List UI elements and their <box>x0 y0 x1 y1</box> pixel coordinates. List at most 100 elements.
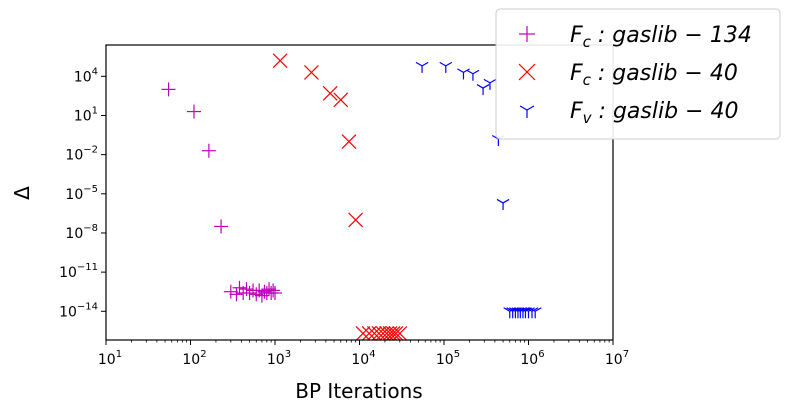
magenta-plus-point <box>161 82 176 97</box>
y-tick-label-base: 10 <box>59 304 77 320</box>
marker-stroke <box>341 134 357 150</box>
marker-stroke <box>472 69 480 75</box>
marker-stroke <box>482 84 490 89</box>
y-tick-label-exp: 4 <box>92 66 98 77</box>
legend-label: Fv : gaslib − 40 <box>570 99 738 127</box>
marker-stroke <box>476 84 484 89</box>
marker-stroke <box>445 61 453 67</box>
x-axis: 101 102 103 104 105 106 107 <box>98 340 629 368</box>
marker-stroke <box>519 307 526 312</box>
marker-stroke <box>502 198 510 204</box>
marker-stroke <box>304 64 319 80</box>
marker-stroke <box>388 326 404 341</box>
red-x-point <box>392 326 408 341</box>
marker-stroke <box>463 68 470 73</box>
blue-tri-point <box>439 61 453 73</box>
marker-stroke <box>466 69 474 75</box>
marker-stroke <box>519 105 528 111</box>
magenta-plus-point <box>239 282 254 297</box>
plot-marks <box>161 53 542 341</box>
x-tick-label-exp: 2 <box>200 349 206 360</box>
y-tick-label-exp: −5 <box>83 184 98 195</box>
y-tick-label-base: 10 <box>59 265 77 281</box>
legend-marker <box>519 105 535 118</box>
legend-label-main: F <box>570 99 583 124</box>
marker-stroke <box>528 307 536 312</box>
y-tick-label: 104 <box>74 66 98 85</box>
blue-tri-point <box>466 69 480 81</box>
legend-label-sub: v <box>583 109 593 127</box>
x-tick-label-exp: 5 <box>454 349 460 360</box>
x-tick-label: 101 <box>98 349 122 368</box>
red-x-point <box>385 326 401 341</box>
blue-tri-point <box>415 61 429 73</box>
marker-stroke <box>272 53 288 69</box>
marker-stroke <box>489 78 497 84</box>
magenta-plus-point <box>266 283 281 298</box>
legend-label-rest: : gaslib − 134 <box>591 23 752 48</box>
legend-label: Fc : gaslib − 40 <box>570 61 738 89</box>
marker-stroke <box>439 61 447 67</box>
red-x-point <box>322 85 338 101</box>
y-tick-label-base: 10 <box>74 69 92 85</box>
magenta-plus-point <box>186 104 201 119</box>
y-tick-label-exp: −14 <box>77 301 98 312</box>
x-tick-label-exp: 3 <box>285 349 291 360</box>
marker-stroke <box>516 307 524 312</box>
x-axis-title: BP Iterations <box>295 379 422 403</box>
red-x-point <box>272 53 288 69</box>
marker-stroke <box>511 307 519 312</box>
legend-box <box>495 8 781 140</box>
x-tick-label-exp: 4 <box>369 349 375 360</box>
y-tick-label: 10−5 <box>65 184 98 203</box>
y-tick-label-exp: −2 <box>83 145 98 156</box>
magenta-plus-point <box>223 284 238 299</box>
y-tick-label-base: 10 <box>65 187 83 203</box>
y-tick-label-exp: −8 <box>83 223 98 234</box>
legend-label-main: F <box>570 23 583 48</box>
x-tick-label: 102 <box>182 349 206 368</box>
x-tick-label-base: 10 <box>351 352 369 368</box>
marker-stroke <box>522 307 529 312</box>
y-tick-label-exp: −11 <box>77 262 98 273</box>
marker-stroke <box>392 326 408 341</box>
marker-stroke <box>385 326 401 341</box>
marker-stroke <box>526 105 535 111</box>
legend-label-sub: c <box>583 33 592 51</box>
red-x-point <box>388 326 404 341</box>
y-tick-label: 101 <box>74 105 98 124</box>
marker-stroke <box>333 92 349 108</box>
magenta-plus-point <box>229 287 244 302</box>
marker-stroke <box>506 307 513 312</box>
y-tick-label: 10−8 <box>65 223 98 242</box>
x-tick-label: 104 <box>351 349 375 368</box>
x-tick-label-base: 10 <box>267 352 285 368</box>
x-tick-label-base: 10 <box>182 352 200 368</box>
x-tick-label: 107 <box>605 349 629 368</box>
x-tick-label-base: 10 <box>605 352 623 368</box>
blue-tri-point <box>483 78 497 90</box>
marker-stroke <box>421 61 429 67</box>
x-tick-label-base: 10 <box>436 352 454 368</box>
marker-stroke <box>534 307 542 312</box>
blue-tri-point <box>528 307 542 319</box>
magenta-plus-point <box>249 287 264 302</box>
y-axis-title: Δ <box>10 186 34 200</box>
red-x-point <box>341 134 357 150</box>
legend-label-rest: : gaslib − 40 <box>591 61 738 86</box>
legend-marker <box>519 26 535 42</box>
marker-stroke <box>483 78 491 84</box>
y-tick-label-exp: 1 <box>92 105 98 116</box>
marker-stroke <box>503 307 511 312</box>
magenta-plus-point <box>214 219 229 234</box>
y-tick-label: 10−14 <box>59 301 98 320</box>
marker-stroke <box>513 307 521 312</box>
y-tick-label-base: 10 <box>74 108 92 124</box>
y-tick-label: 10−11 <box>59 262 98 281</box>
x-tick-label: 105 <box>436 349 460 368</box>
blue-tri-point <box>496 198 510 210</box>
marker-stroke <box>348 212 364 228</box>
magenta-plus-point <box>242 286 257 301</box>
red-x-point <box>348 212 364 228</box>
